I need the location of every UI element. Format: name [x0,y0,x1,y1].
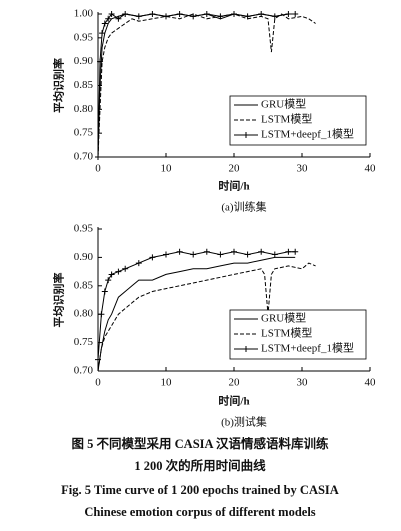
chart: 0.70 0.75 0.80 0.85 0.90 0.95 1.00 0 10 20 30 40 时间/… [52,8,376,214]
point-marker [101,288,108,295]
legend-label: GRU模型 [261,97,306,111]
point-marker [203,248,210,255]
chart-caption: (a)训练集 [221,200,266,214]
point-marker [95,356,101,363]
y-tick-label: 0.90 [74,55,94,67]
point-marker [244,251,251,258]
x-tick-label: 20 [229,377,241,389]
x-tick-label: 30 [297,377,309,389]
legend-marker [243,346,249,352]
chart-caption: (b)测试集 [221,415,267,429]
point-marker [105,15,112,22]
point-marker [149,254,156,261]
point-marker [115,15,122,22]
y-tick-label: 0.70 [74,151,94,163]
point-marker [231,248,237,255]
x-tick-label: 0 [95,163,101,175]
point-marker [258,11,265,17]
point-marker [244,13,251,20]
x-tick-label: 10 [161,163,173,175]
point-marker [122,265,129,272]
x-axis-label: 时间/h [218,394,249,408]
y-axis-label: 平均识别率 [52,273,66,328]
x-tick-label: 10 [161,377,173,389]
y-tick-label: 1.00 [74,8,94,20]
point-marker [203,11,210,17]
point-marker [258,248,265,255]
point-marker [271,13,278,20]
series-line [97,262,316,372]
point-marker [176,11,183,17]
point-marker [292,11,299,17]
y-tick-label: 0.75 [74,336,94,348]
x-tick-label: 40 [365,377,377,389]
point-marker [190,13,197,20]
y-tick-label: 0.90 [74,251,94,263]
point-marker [135,13,142,20]
x-axis-label: 时间/h [218,179,249,193]
point-marker [135,260,142,267]
y-axis-label: 平均识别率 [52,58,66,113]
point-marker [217,251,224,258]
point-marker [108,11,115,17]
point-marker [231,11,237,17]
point-marker [163,13,169,20]
point-marker [115,268,122,275]
y-tick-label: 0.75 [74,127,94,139]
point-marker [163,251,169,258]
legend-label: LSTM模型 [261,326,312,340]
y-tick-label: 0.70 [74,365,94,377]
point-marker [292,248,299,255]
y-tick-label: 0.85 [74,79,94,91]
y-tick-label: 0.95 [74,223,94,235]
point-marker [122,11,129,17]
point-marker [95,154,101,160]
point-marker [98,311,105,318]
point-marker [99,30,106,37]
y-tick-label: 0.95 [74,31,94,43]
point-marker [271,251,278,258]
caption-cn-line: 1 200 次的所用时间曲线 [134,458,266,473]
y-tick-label: 0.85 [74,279,94,291]
caption-cn-line: 图 5 不同模型采用 CASIA 汉语情感语料库训练 [72,436,329,451]
point-marker [176,248,183,255]
caption-en-line: Fig. 5 Time curve of 1 200 epochs traine… [61,483,339,497]
point-marker [101,20,108,27]
point-marker [97,58,104,65]
point-marker [149,11,156,17]
x-tick-label: 20 [229,163,241,175]
chart: 0.70 0.75 0.80 0.85 0.90 0.95 0 10 20 30 40 时间/h 平均识… [52,223,376,429]
point-marker [190,251,197,258]
y-tick-label: 0.80 [74,103,94,115]
legend-marker [243,132,249,138]
legend-label: LSTM模型 [261,112,312,126]
x-tick-label: 40 [365,163,377,175]
x-tick-label: 30 [297,163,309,175]
series-line [97,256,296,372]
legend-label: GRU模型 [261,311,306,325]
legend-label: LSTM+deepf_1模型 [261,127,354,141]
point-marker [105,277,112,284]
point-marker [285,248,292,255]
caption-en-line: Chinese emotion corpus of different mode… [84,505,315,519]
x-tick-label: 0 [95,377,101,389]
point-marker [108,271,115,278]
point-marker [217,13,224,20]
point-marker [285,11,292,17]
y-tick-label: 0.80 [74,308,94,320]
legend-label: LSTM+deepf_1模型 [261,341,354,355]
